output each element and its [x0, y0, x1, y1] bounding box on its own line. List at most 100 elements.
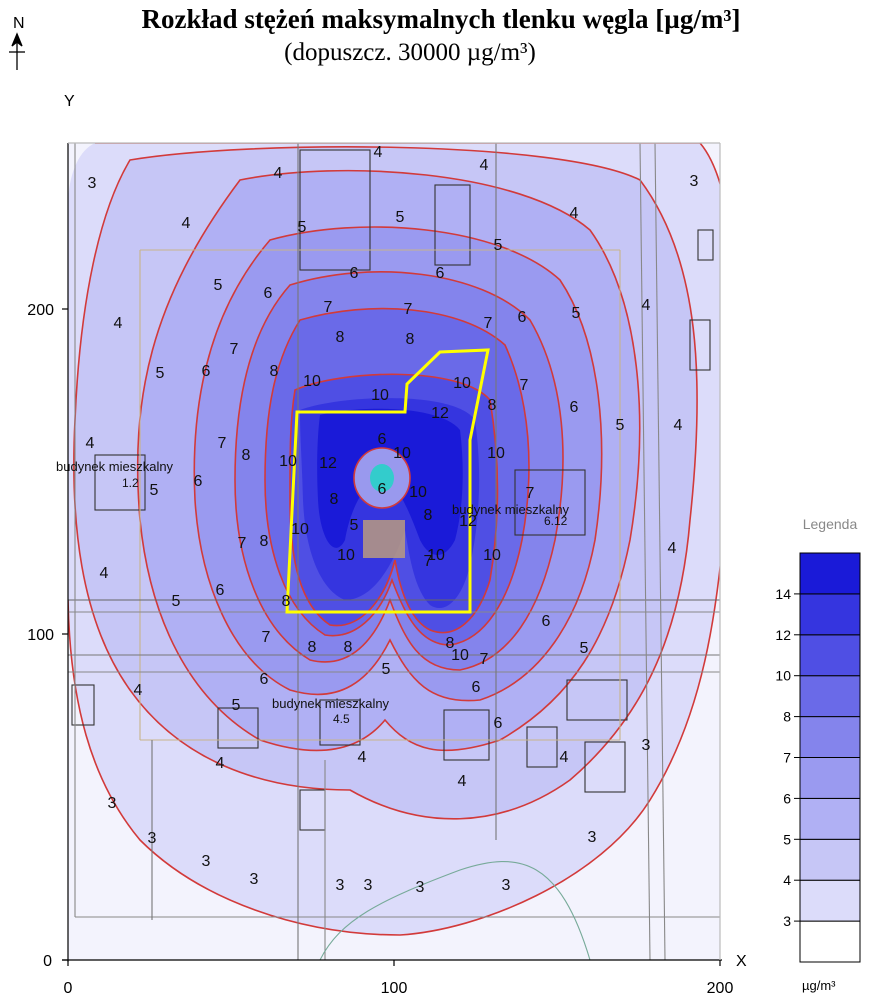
contour-value-label: 3 [588, 829, 597, 846]
contour-value-label: 4 [674, 417, 683, 434]
contour-value-label: 4 [374, 144, 383, 161]
contour-value-label: 6 [350, 265, 359, 282]
contour-value-label: 3 [250, 871, 259, 888]
contour-value-label: 7 [230, 341, 239, 358]
contour-value-label: 4 [668, 540, 677, 557]
contour-value-label: 5 [572, 305, 581, 322]
x-tick-100: 100 [381, 980, 408, 997]
building-label-east: budynek mieszkalny [452, 502, 570, 517]
contour-value-label: 7 [480, 651, 489, 668]
contour-value-label: 12 [459, 513, 477, 530]
north-label: N [13, 15, 25, 32]
y-axis-label: Y [64, 93, 75, 110]
legend-band [799, 838, 861, 881]
legend-level-label: 10 [775, 668, 791, 684]
contour-value-label: 4 [570, 205, 579, 222]
contour-value-label: 5 [214, 277, 223, 294]
contour-value-label: 3 [364, 877, 373, 894]
legend-level-label: 6 [783, 790, 791, 806]
contour-value-label: 8 [282, 593, 291, 610]
north-arrow-icon [9, 32, 25, 70]
contour-value-label: 5 [232, 697, 241, 714]
contour-value-label: 6 [378, 481, 387, 498]
contour-value-label: 12 [431, 405, 449, 422]
contour-value-label: 6 [216, 582, 225, 599]
contour-value-label: 4 [642, 297, 651, 314]
contour-value-label: 7 [324, 299, 333, 316]
contour-value-label: 6 [570, 399, 579, 416]
value-label-east: 6.12 [544, 514, 568, 528]
legend: Legenda 3 4 5 6 7 8 10 12 14 µg/m³ [775, 516, 861, 993]
contour-value-label: 6 [436, 265, 445, 282]
building-label-south: budynek mieszkalny [272, 696, 390, 711]
contour-value-label: 6 [494, 715, 503, 732]
contour-value-label: 10 [483, 547, 501, 564]
contour-value-label: 4 [86, 435, 95, 452]
contour-value-label: 12 [319, 455, 337, 472]
contour-value-label: 4 [182, 215, 191, 232]
legend-unit: µg/m³ [802, 978, 836, 993]
y-tick-100: 100 [27, 627, 54, 644]
legend-band [799, 552, 861, 595]
contour-value-label: 8 [260, 533, 269, 550]
legend-level-label: 5 [783, 831, 791, 847]
legend-level-label: 7 [783, 750, 791, 766]
contour-value-label: 5 [382, 661, 391, 678]
contour-value-label: 8 [242, 447, 251, 464]
contour-value-label: 3 [148, 830, 157, 847]
contour-value-label: 7 [484, 315, 493, 332]
contour-labels: 3 3 3 3 3 3 3 3 3 3 3 3 4 4 4 4 4 4 4 4 4 4 4 4 4 4 4 4 5 5 5 5 5 5 5 5 5 5 5 5… [86, 144, 699, 896]
contour-value-label: 10 [371, 387, 389, 404]
legend-band [799, 797, 861, 840]
legend-level-label: 14 [775, 586, 791, 602]
contour-value-label: 7 [520, 377, 529, 394]
contour-value-label: 6 [202, 363, 211, 380]
contour-value-label: 7 [424, 553, 433, 570]
contour-value-label: 7 [238, 535, 247, 552]
contour-value-label: 5 [396, 209, 405, 226]
contour-value-label: 3 [502, 877, 511, 894]
legend-bands: 3 4 5 6 7 8 10 12 14 [775, 552, 861, 963]
legend-band [799, 634, 861, 677]
contour-value-label: 4 [358, 749, 367, 766]
contour-value-label: 5 [494, 237, 503, 254]
contour-value-label: 4 [458, 773, 467, 790]
contour-value-label: 4 [274, 165, 283, 182]
contour-value-label: 6 [378, 431, 387, 448]
contour-value-label: 3 [88, 175, 97, 192]
contour-value-label: 5 [580, 640, 589, 657]
value-label-west: 1.2 [122, 476, 139, 490]
contour-value-label: 8 [446, 635, 455, 652]
contour-value-label: 5 [156, 365, 165, 382]
map-title-line1: Rozkład stężeń maksymalnych tlenku węgla… [142, 4, 741, 34]
contour-value-label: 3 [108, 795, 117, 812]
contour-value-label: 4 [216, 755, 225, 772]
contour-value-label: 10 [427, 547, 445, 564]
contour-value-label: 4 [480, 157, 489, 174]
contour-value-label: 8 [424, 507, 433, 524]
contour-value-label: 10 [291, 521, 309, 538]
legend-band [799, 757, 861, 799]
legend-level-label: 8 [783, 709, 791, 725]
contour-value-label: 4 [560, 749, 569, 766]
y-tick-200: 200 [27, 302, 54, 319]
contour-value-label: 8 [344, 639, 353, 656]
x-axis [62, 142, 722, 966]
contour-value-label: 8 [308, 639, 317, 656]
contour-value-label: 3 [336, 877, 345, 894]
site-boundary [285, 348, 490, 614]
contour-value-label: 10 [393, 445, 411, 462]
contour-value-label: 8 [336, 329, 345, 346]
contour-value-label: 8 [270, 363, 279, 380]
contour-value-label: 3 [690, 173, 699, 190]
contour-value-label: 8 [406, 331, 415, 348]
legend-level-label: 3 [783, 913, 791, 929]
contour-value-label: 5 [616, 417, 625, 434]
legend-title: Legenda [803, 516, 858, 532]
contour-value-label: 8 [330, 491, 339, 508]
contour-value-label: 10 [451, 647, 469, 664]
contour-value-label: 10 [453, 375, 471, 392]
building-label-west: budynek mieszkalny [56, 459, 174, 474]
contour-value-label: 4 [100, 565, 109, 582]
contour-value-label: 5 [350, 517, 359, 534]
